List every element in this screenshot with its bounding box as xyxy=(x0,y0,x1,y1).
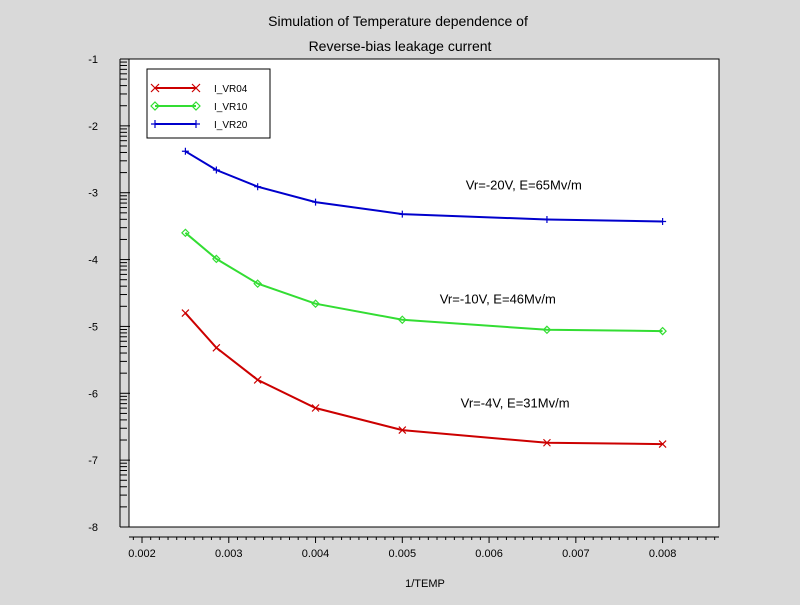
annotation-layer: Vr=-20V, E=65Mv/m Vr=-10V, E=46Mv/m Vr=-4V… xyxy=(440,178,582,411)
legend: I_VR04 I_VR10 I_VR20 xyxy=(146,68,271,139)
data-point xyxy=(212,343,221,352)
legend-item: I_VR10 xyxy=(150,101,248,113)
legend-label: I_VR10 xyxy=(214,102,248,113)
data-point xyxy=(311,404,320,412)
data-point xyxy=(658,440,667,449)
annotation-label: Vr=-20V, E=65Mv/m xyxy=(466,178,582,193)
legend-box xyxy=(146,68,271,139)
annotation-label: Vr=-4V, E=31Mv/m xyxy=(461,396,570,411)
data-point xyxy=(212,166,220,174)
y-tick-label: -1 xyxy=(88,54,98,66)
x-tick-label: 0.005 xyxy=(389,548,417,560)
legend-marker xyxy=(150,83,160,93)
data-point xyxy=(398,210,406,218)
x-tick-label: 0.004 xyxy=(302,548,330,560)
legend-marker xyxy=(191,101,201,111)
data-point xyxy=(311,299,320,309)
y-tick-label: -3 xyxy=(88,188,98,200)
legend-marker xyxy=(192,120,200,128)
x-tick-label: 0.007 xyxy=(562,548,590,560)
y-axis: -8 -7 -6 -5 -4 -3 -2 -1 xyxy=(88,54,130,534)
legend-marker xyxy=(150,101,160,111)
series-layer xyxy=(181,147,667,449)
data-point xyxy=(397,315,407,325)
data-point xyxy=(398,426,407,434)
data-point xyxy=(542,325,552,335)
y-tick-label: -5 xyxy=(88,321,98,333)
data-point xyxy=(312,198,320,206)
series-I_VR10 xyxy=(181,228,667,336)
series-I_VR20 xyxy=(181,147,667,225)
data-point xyxy=(181,309,190,317)
data-point xyxy=(543,438,551,447)
legend-marker xyxy=(151,120,159,128)
series-line xyxy=(184,232,663,333)
chart-title: Simulation of Temperature dependence of xyxy=(268,13,528,29)
x-tick-label: 0.006 xyxy=(475,548,503,560)
y-tick-label: -7 xyxy=(88,455,98,467)
y-tick-label: -8 xyxy=(88,522,98,534)
y-tick-label: -4 xyxy=(88,255,98,267)
legend-marker xyxy=(191,83,201,93)
data-point xyxy=(658,326,667,336)
y-tick-label: -2 xyxy=(88,121,98,133)
x-axis-label: 1/TEMP xyxy=(405,578,445,590)
data-point xyxy=(254,183,262,191)
series-I_VR04 xyxy=(181,309,667,449)
data-point xyxy=(181,228,190,238)
data-point xyxy=(212,254,221,264)
x-tick-label: 0.002 xyxy=(128,548,156,560)
data-point xyxy=(659,217,667,225)
y-tick-label: -6 xyxy=(88,388,98,400)
legend-item: I_VR20 xyxy=(151,120,248,131)
data-point xyxy=(543,215,551,223)
legend-label: I_VR20 xyxy=(214,120,248,131)
x-tick-label: 0.008 xyxy=(649,548,677,560)
legend-label: I_VR04 xyxy=(214,84,248,95)
chart-subtitle: Reverse-bias leakage current xyxy=(309,38,492,54)
data-point xyxy=(253,375,262,384)
x-tick-label: 0.003 xyxy=(215,548,243,560)
data-point xyxy=(253,279,263,288)
legend-item: I_VR04 xyxy=(150,83,248,95)
data-point xyxy=(181,147,189,155)
annotation-label: Vr=-10V, E=46Mv/m xyxy=(440,291,556,306)
x-axis: 0.002 0.003 0.004 0.005 0.006 0.007 0.008 xyxy=(128,536,719,560)
